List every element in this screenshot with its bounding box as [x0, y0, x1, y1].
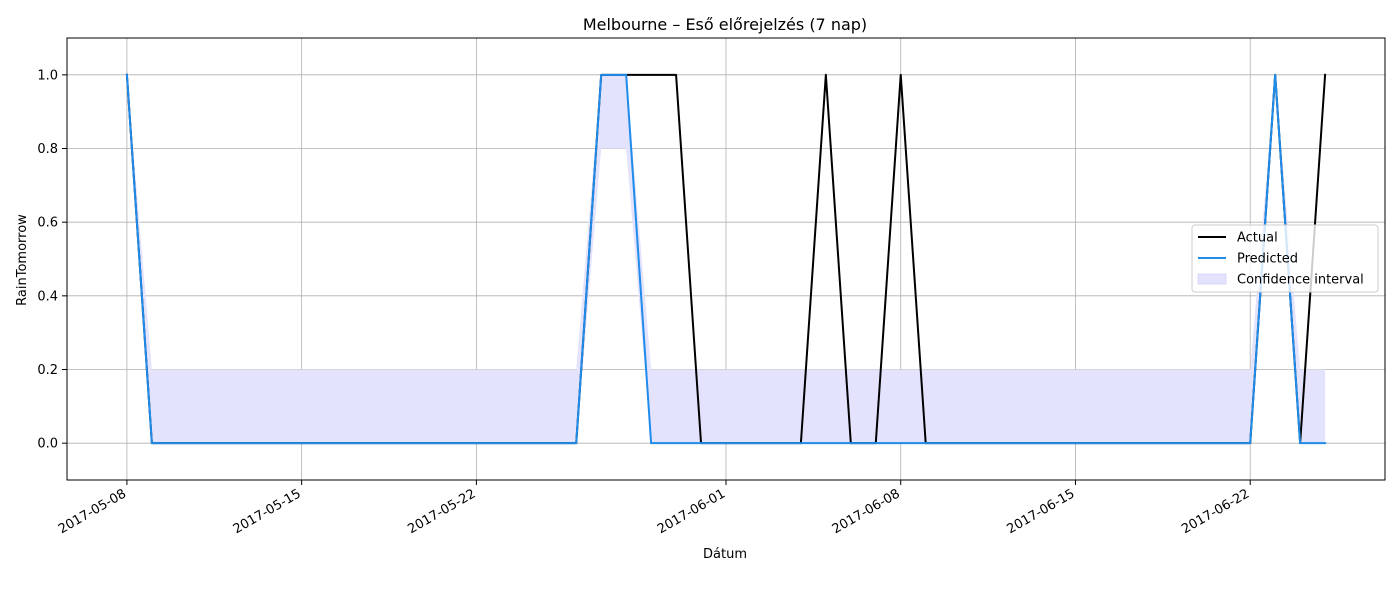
legend-label-confidence-interval: Confidence interval: [1237, 273, 1364, 288]
y-tick-label: 0.0: [37, 437, 58, 452]
y-tick-label: 0.2: [37, 363, 58, 378]
y-tick-label: 0.4: [37, 289, 58, 304]
series-line-predicted: [125, 73, 1327, 445]
x-tick-label: 2017-05-15: [231, 486, 304, 537]
legend-swatch-confidence-interval: [1197, 273, 1227, 285]
x-tick-label: 2017-06-08: [830, 486, 903, 537]
legend-label-predicted: Predicted: [1237, 252, 1298, 267]
chart-title: Melbourne – Eső előrejelzés (7 nap): [583, 15, 867, 34]
y-tick-label: 0.6: [37, 216, 58, 231]
plot-area: 2017-05-08 2017-05-15 2017-05-22 2017-06-01…: [37, 37, 1386, 537]
x-tick-label: 2017-05-22: [405, 486, 478, 537]
y-axis-title: RainTomorrow: [15, 214, 30, 306]
legend-box: [1191, 224, 1379, 293]
x-axis-title: Dátum: [703, 547, 747, 562]
legend-label-actual: Actual: [1237, 231, 1278, 246]
x-tick-label: 2017-06-22: [1179, 486, 1252, 537]
legend: Actual Predicted Confidence interval: [1191, 224, 1379, 293]
x-tick-label: 2017-06-01: [655, 486, 728, 537]
confidence-interval-band: [126, 74, 1326, 444]
x-tick-label: 2017-06-15: [1005, 486, 1078, 537]
x-tick-label: 2017-05-08: [56, 486, 129, 537]
y-tick-label: 0.8: [37, 142, 58, 157]
y-tick-label: 1.0: [37, 68, 58, 83]
